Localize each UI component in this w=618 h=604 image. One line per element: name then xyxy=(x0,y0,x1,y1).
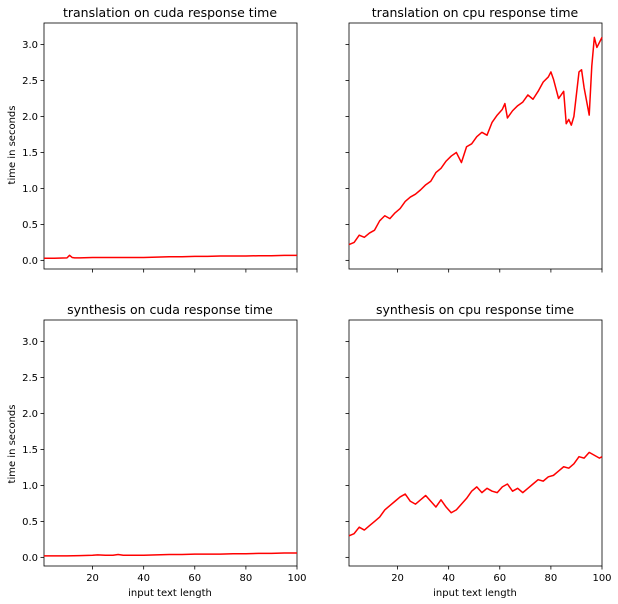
x-tick-label: 100 xyxy=(592,573,611,584)
chart-title: synthesis on cpu response time xyxy=(376,302,574,317)
x-axis-label: input text length xyxy=(128,588,212,599)
series-line xyxy=(44,552,297,557)
y-tick-label: 1.0 xyxy=(22,481,38,492)
x-tick-label: 20 xyxy=(86,573,99,584)
y-tick-label: 0.0 xyxy=(22,553,38,564)
plot-area xyxy=(43,22,298,270)
y-tick-label: 1.0 xyxy=(22,184,38,195)
y-tick-label: 0.0 xyxy=(22,256,38,267)
plot-area xyxy=(43,319,298,567)
chart-title: translation on cpu response time xyxy=(372,5,579,20)
x-tick-label: 40 xyxy=(137,573,150,584)
y-tick-label: 2.0 xyxy=(22,112,38,123)
y-tick-label: 2.5 xyxy=(22,373,38,384)
panel-synthesis-cpu: synthesis on cpu response time input tex… xyxy=(345,302,612,599)
panel-synthesis-cuda: synthesis on cuda response time time in … xyxy=(7,302,307,599)
panel-translation-cpu: translation on cpu response time xyxy=(345,5,603,273)
y-tick-label: 2.5 xyxy=(22,76,38,87)
x-tick-label: 20 xyxy=(391,573,404,584)
y-tick-label: 0.5 xyxy=(22,517,38,528)
y-tick-label: 2.0 xyxy=(22,409,38,420)
chart-title: synthesis on cuda response time xyxy=(67,302,273,317)
plot-area xyxy=(348,22,603,270)
x-tick-label: 80 xyxy=(240,573,253,584)
y-tick-label: 1.5 xyxy=(22,148,38,159)
x-tick-label: 40 xyxy=(442,573,455,584)
x-tick-label: 100 xyxy=(287,573,306,584)
y-axis-label: time in seconds xyxy=(7,106,18,185)
y-tick-label: 3.0 xyxy=(22,337,38,348)
chart-title: translation on cuda response time xyxy=(63,5,277,20)
plot-area xyxy=(348,319,603,567)
x-tick-label: 60 xyxy=(493,573,506,584)
series-line xyxy=(348,36,603,246)
y-axis-label: time in seconds xyxy=(7,405,18,484)
x-tick-label: 60 xyxy=(188,573,201,584)
series-line xyxy=(348,451,603,537)
panel-translation-cuda: translation on cuda response time time i… xyxy=(7,5,298,273)
y-tick-label: 0.5 xyxy=(22,220,38,231)
x-tick-label: 80 xyxy=(545,573,558,584)
series-line xyxy=(44,254,297,259)
y-tick-label: 3.0 xyxy=(22,40,38,51)
x-axis-label: input text length xyxy=(433,588,517,599)
y-tick-label: 1.5 xyxy=(22,445,38,456)
